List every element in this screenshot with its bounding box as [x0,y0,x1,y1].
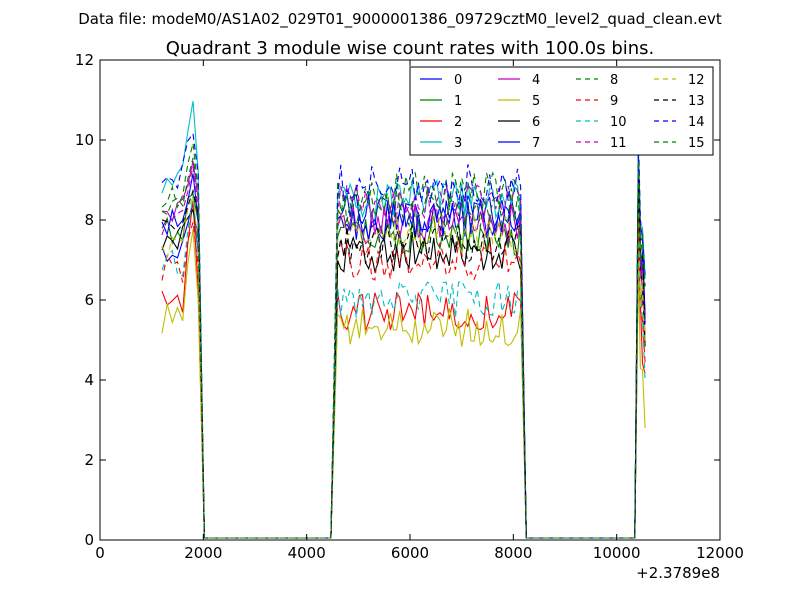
series-line-14 [161,132,646,539]
series-line-4 [161,160,646,539]
y-tick-label: 0 [84,531,94,549]
x-tick-label: 6000 [391,544,429,562]
x-axis-offset-label: +2.3789e8 [636,564,720,582]
legend-label-14: 14 [688,115,705,130]
legend-label-6: 6 [532,115,540,130]
series-line-6 [161,208,646,539]
legend-label-2: 2 [454,115,462,130]
x-tick-label: 10000 [593,544,641,562]
series-line-5 [161,229,646,539]
series-line-9 [161,207,646,539]
series-line-13 [161,176,646,539]
legend-label-12: 12 [688,73,705,88]
x-tick-label: 12000 [696,544,744,562]
legend-label-8: 8 [610,73,618,88]
legend-label-1: 1 [454,94,462,109]
x-tick-label: 4000 [288,544,326,562]
y-tick-label: 8 [84,211,94,229]
y-tick-label: 12 [75,51,94,69]
series-line-2 [161,200,646,539]
legend-label-0: 0 [454,73,462,88]
y-tick-label: 2 [84,451,94,469]
series-layer [161,101,646,539]
legend-box [409,66,714,156]
legend-label-15: 15 [688,136,705,151]
series-line-3 [161,101,646,539]
legend-label-13: 13 [688,94,705,109]
legend-label-9: 9 [610,94,618,109]
series-line-10 [161,196,646,539]
chart-title: Quadrant 3 module wise count rates with … [166,38,655,59]
legend-label-11: 11 [610,136,627,151]
series-line-7 [161,160,646,539]
series-line-12 [161,188,646,539]
legend-label-3: 3 [454,136,462,151]
y-tick-label: 4 [84,371,94,389]
legend-label-4: 4 [532,73,540,88]
x-tick-label: 8000 [494,544,532,562]
legend-label-10: 10 [610,115,627,130]
series-line-15 [161,157,646,539]
x-tick-label: 2000 [184,544,222,562]
y-tick-label: 10 [75,131,94,149]
x-tick-label: 0 [95,544,105,562]
series-line-11 [161,166,646,539]
data-file-supertitle: Data file: modeM0/AS1A02_029T01_90000013… [78,10,722,29]
legend-label-5: 5 [532,94,540,109]
y-tick-label: 6 [84,291,94,309]
legend-label-7: 7 [532,136,540,151]
